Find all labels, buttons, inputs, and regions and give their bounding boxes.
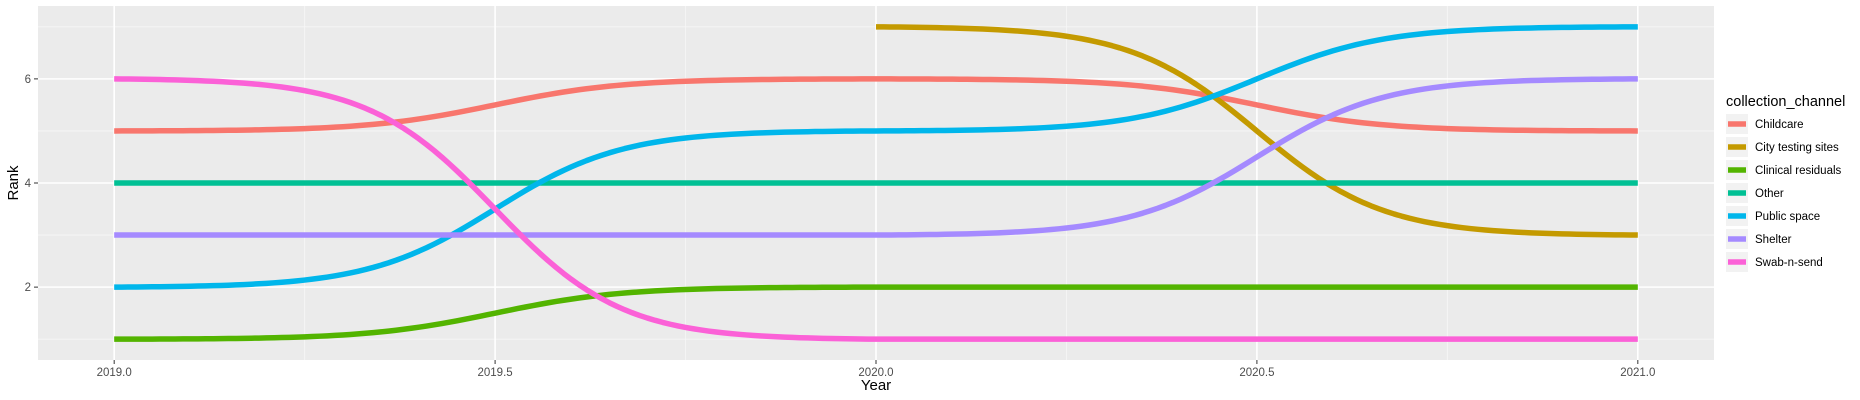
series-layer: [114, 24, 1638, 342]
x-axis-title: Year: [861, 377, 891, 394]
legend-item: Childcare: [1726, 114, 1804, 134]
x-tick-label: 2019.0: [97, 367, 132, 379]
x-tick-label: 2019.5: [477, 367, 512, 379]
legend-label: Clinical residuals: [1755, 165, 1842, 177]
series-line: [114, 76, 1638, 134]
legend-label: Swab-n-send: [1755, 257, 1823, 269]
legend-label: Other: [1755, 188, 1784, 200]
legend-label: Childcare: [1755, 119, 1804, 131]
series-line: [875, 24, 1638, 238]
series-line: [114, 76, 1638, 342]
x-tick-label: 2021.0: [1620, 367, 1655, 379]
y-tick-label: 2: [25, 282, 31, 294]
legend-item: Other: [1726, 183, 1784, 203]
legend-item: Clinical residuals: [1726, 160, 1842, 180]
x-axis: 2019.0 2019.5 2020.0 2020.5 2021.0: [97, 360, 1655, 379]
series-line: [114, 76, 1638, 238]
x-tick-label: 2020.0: [858, 367, 893, 379]
y-axis-title: Rank: [5, 165, 22, 201]
y-axis: 2 4 6: [25, 74, 38, 294]
legend-items: Childcare City testing sites Clinical resi…: [1726, 114, 1842, 272]
legend-item: Swab-n-send: [1726, 252, 1823, 272]
legend-label: Public space: [1755, 211, 1820, 223]
legend-label: Shelter: [1755, 234, 1792, 246]
legend-item: Public space: [1726, 206, 1820, 226]
legend-item: City testing sites: [1726, 137, 1839, 157]
y-tick-label: 6: [25, 74, 31, 86]
legend-label: City testing sites: [1755, 142, 1839, 154]
legend-title: collection_channel: [1726, 94, 1845, 110]
y-tick-label: 4: [25, 178, 32, 190]
x-tick-label: 2020.5: [1239, 367, 1274, 379]
legend-item: Shelter: [1726, 229, 1792, 249]
legend: collection_channel Childcare City testing…: [1726, 94, 1845, 272]
series-line: [114, 24, 1638, 290]
series-line: [114, 284, 1638, 342]
